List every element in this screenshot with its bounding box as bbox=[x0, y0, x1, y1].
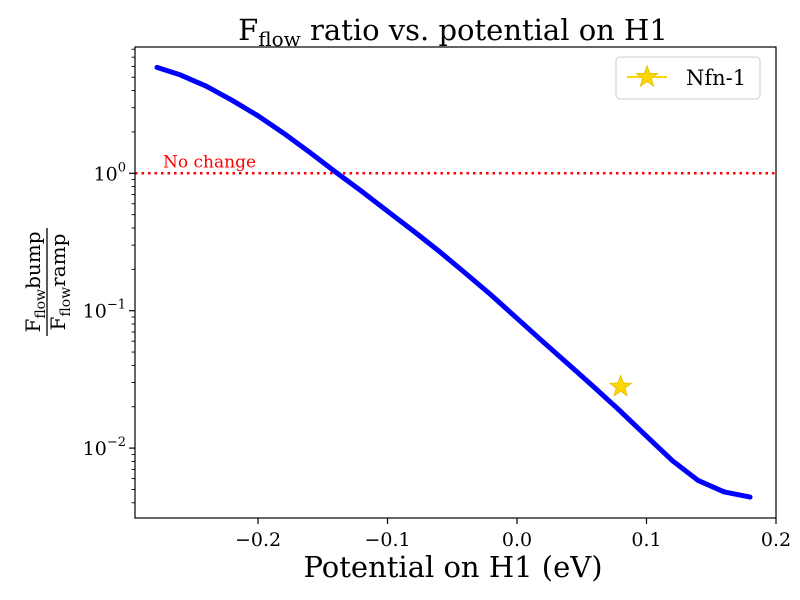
x-tick-label: −0.1 bbox=[364, 529, 410, 551]
series-line bbox=[154, 64, 753, 500]
y-axis-ticks: 100 10−1 10−2 bbox=[83, 48, 135, 504]
y-tick-label: 10−2 bbox=[83, 435, 126, 460]
legend-box bbox=[615, 56, 761, 100]
y-axis-label: Fflowbump Fflowramp bbox=[21, 228, 74, 336]
y-axis-label-denominator: Fflowramp bbox=[46, 234, 74, 331]
legend: Nfn-1 bbox=[615, 56, 761, 100]
no-change-label: No change bbox=[163, 152, 256, 172]
x-tick-label: 0.2 bbox=[761, 529, 791, 551]
x-tick-label: 0.0 bbox=[502, 529, 532, 551]
y-tick-label: 100 bbox=[94, 160, 126, 185]
nfn-1-star-marker bbox=[608, 374, 633, 397]
plot-frame bbox=[134, 46, 777, 519]
y-axis-label-numerator: Fflowbump bbox=[21, 231, 49, 332]
legend-star-icon bbox=[635, 64, 659, 88]
x-axis-label: Potential on H1 (eV) bbox=[303, 550, 602, 584]
legend-entry-nfn-1: Nfn-1 bbox=[686, 66, 746, 90]
x-tick-label: 0.1 bbox=[631, 529, 661, 551]
x-tick-label: −0.2 bbox=[235, 529, 281, 551]
x-axis-ticks: −0.2 −0.1 0.0 0.1 0.2 bbox=[235, 518, 791, 551]
y-tick-label: 10−1 bbox=[83, 298, 126, 323]
chart-title: Fflow ratio vs. potential on H1 bbox=[238, 13, 668, 51]
